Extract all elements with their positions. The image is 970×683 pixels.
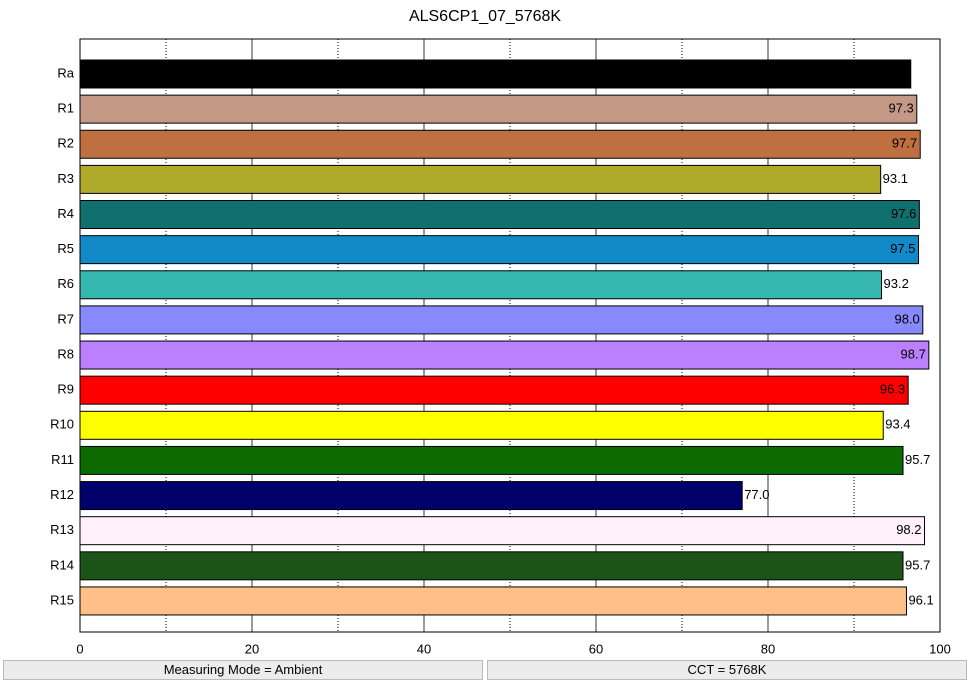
y-tick-label: R14 (50, 557, 74, 572)
value-label: 96.1 (908, 592, 933, 607)
bar (79, 305, 924, 335)
x-tick-label: 0 (76, 641, 83, 656)
bar (79, 59, 912, 89)
bar (79, 445, 904, 475)
x-tick-label: 20 (245, 641, 259, 656)
chart-title: ALS6CP1_07_5768K (409, 8, 561, 25)
value-label: 77.0 (744, 487, 769, 502)
value-label: 93.1 (883, 171, 908, 186)
value-label: 98.0 (894, 311, 919, 326)
status-field: Measuring Mode = Ambient (3, 660, 483, 680)
value-label: 93.4 (885, 417, 910, 432)
value-label: 97.7 (892, 136, 917, 151)
bar (79, 340, 930, 370)
chart: ALS6CP1_07_5768K 0 20 40 60 80 100 Ra 96.6 R1 97.… (50, 8, 951, 656)
y-tick-label: R9 (57, 382, 74, 397)
y-tick-label: R2 (57, 136, 74, 151)
y-tick-label: R11 (51, 452, 74, 467)
bar (79, 129, 921, 159)
value-label: 98.2 (896, 522, 921, 537)
y-tick-label: R5 (57, 241, 74, 256)
bar (79, 200, 920, 230)
value-label: 95.7 (905, 452, 930, 467)
y-tick-label: R8 (57, 346, 74, 361)
x-tick-label: 80 (761, 641, 775, 656)
bar (79, 94, 918, 124)
value-label: 98.7 (901, 346, 926, 361)
status-field: CCT = 5768K (487, 660, 967, 680)
y-tick-label: R4 (57, 206, 74, 221)
bar (79, 551, 904, 581)
y-tick-label: R15 (50, 592, 74, 607)
bar (79, 164, 882, 194)
y-tick-label: R10 (50, 417, 74, 432)
y-tick-label: R6 (57, 276, 74, 291)
y-tick-label: R12 (50, 487, 74, 502)
value-label: 97.5 (890, 241, 915, 256)
y-tick-label: R3 (57, 171, 74, 186)
bar (79, 375, 909, 405)
y-tick-label: R13 (50, 522, 74, 537)
x-tick-label: 40 (417, 641, 431, 656)
x-tick-label: 100 (929, 641, 951, 656)
y-tick-label: Ra (57, 65, 74, 80)
y-tick-label: R1 (57, 101, 74, 116)
bar (79, 235, 919, 265)
value-label: 95.7 (905, 557, 930, 572)
value-label: 93.2 (884, 276, 909, 291)
y-tick-label: R7 (57, 311, 74, 326)
bar (79, 516, 926, 546)
bar (79, 270, 883, 300)
x-tick-label: 60 (589, 641, 603, 656)
value-label: 96.3 (880, 382, 905, 397)
value-label: 97.6 (891, 206, 916, 221)
value-label: 97.3 (888, 101, 913, 116)
value-label: 96.6 (882, 65, 907, 80)
bar (79, 586, 907, 616)
bar (79, 481, 743, 511)
bar (79, 410, 884, 440)
